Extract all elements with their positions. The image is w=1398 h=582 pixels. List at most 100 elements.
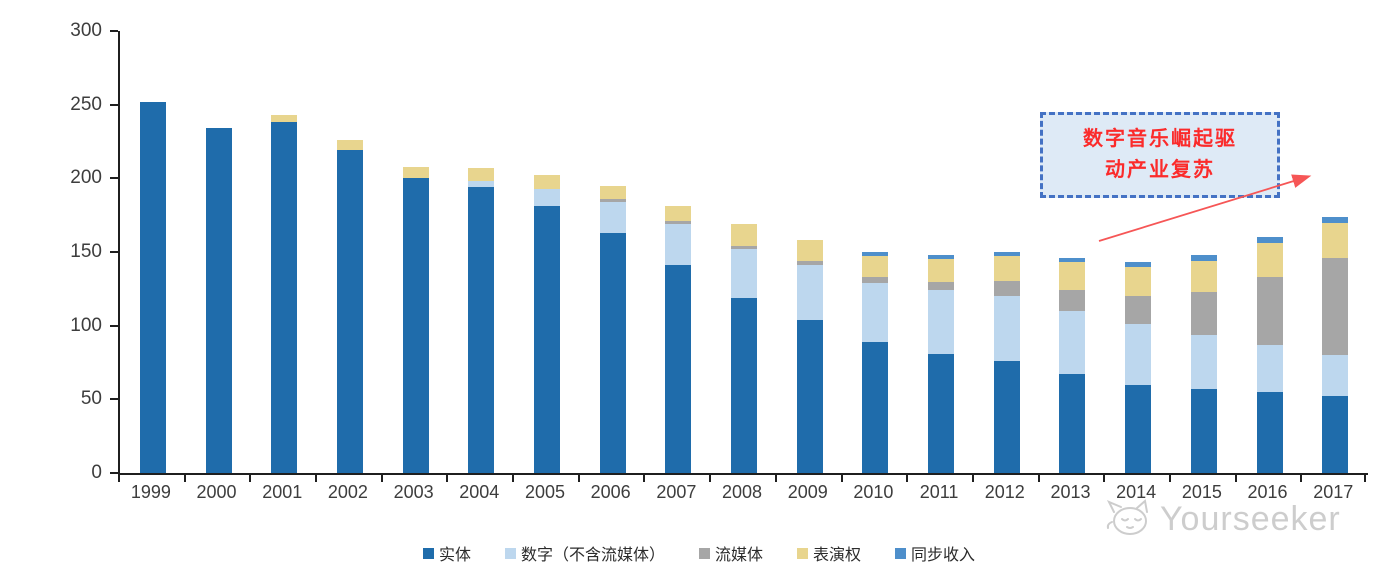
x-tick-label-2015: 2015 [1181, 482, 1222, 502]
legend-swatch-icon [895, 547, 907, 559]
y-tick-label: 100 [70, 314, 102, 336]
bar-segment [336, 150, 363, 473]
bar-segment [1190, 255, 1217, 261]
bar-slot-2010 [843, 31, 909, 473]
legend-swatch-icon [797, 547, 808, 559]
bar-slot-2008 [711, 31, 777, 473]
bar-segment [271, 122, 298, 473]
watermark: Yourseeker [1104, 498, 1341, 540]
bar-segment [731, 246, 758, 250]
bar-segment [533, 175, 560, 189]
x-tick-label-2016: 2016 [1247, 482, 1288, 502]
bar-segment [993, 361, 1020, 473]
x-tick-label-2007: 2007 [656, 482, 697, 502]
stacked-bar-2000 [205, 128, 232, 473]
bar-segment [1125, 296, 1152, 325]
bar-segment [665, 221, 692, 225]
bar-segment [205, 128, 232, 473]
x-tick-mark [906, 475, 909, 482]
legend-item: 流媒体 [698, 541, 763, 565]
bar-segment [533, 206, 560, 473]
x-tick-mark [1364, 475, 1366, 482]
bar-segment [1256, 277, 1283, 345]
bar-segment [1256, 391, 1283, 473]
bar-slot-2002 [317, 31, 383, 473]
legend-label: 实体 [438, 547, 471, 564]
annotation-callout: 数字音乐崛起驱 动产业复苏 [1040, 112, 1280, 198]
stacked-bar-2001 [271, 115, 298, 473]
x-tick-label-2003: 2003 [393, 482, 434, 502]
y-tick-label: 0 [91, 462, 102, 483]
bar-segment [1125, 384, 1152, 473]
annotation-line-2: 动产业复苏 [1105, 159, 1215, 181]
bar-segment [599, 232, 626, 473]
legend-label: 数字（不含流媒体） [520, 547, 665, 564]
bar-segment [1059, 257, 1086, 263]
x-tick-label-2001: 2001 [262, 482, 303, 502]
y-tick-label: 150 [70, 241, 102, 262]
bar-segment [993, 296, 1020, 362]
x-tick-label-2017: 2017 [1313, 482, 1354, 502]
bar-segment [1322, 216, 1349, 223]
stacked-bar-2014 [1125, 262, 1152, 473]
x-tick-label-2005: 2005 [524, 482, 565, 502]
stacked-bar-2007 [665, 206, 692, 473]
bar-segment [862, 252, 889, 257]
bar-slot-2016 [1237, 31, 1303, 473]
bar-slot-1999 [120, 31, 186, 473]
x-tick-mark [380, 475, 383, 482]
bar-segment [1125, 266, 1152, 297]
legend-label: 同步收入 [911, 547, 976, 564]
bar-segment [1190, 389, 1217, 473]
x-tick-label-2012: 2012 [984, 482, 1025, 502]
bar-segment [599, 185, 626, 199]
bar-slot-2000 [186, 31, 252, 473]
bar-slot-2015 [1171, 31, 1237, 473]
x-tick-mark [1103, 475, 1106, 482]
stacked-bar-1999 [139, 101, 166, 473]
x-tick-mark [512, 475, 515, 482]
x-tick-label-2013: 2013 [1050, 482, 1091, 502]
x-tick-mark [577, 475, 580, 482]
y-tick-label: 200 [70, 167, 102, 189]
stacked-bar-2011 [928, 255, 955, 473]
bar-slot-2006 [580, 31, 646, 473]
y-tick-mark [110, 30, 118, 32]
x-tick-mark [1300, 475, 1303, 482]
stacked-bar-2013 [1059, 257, 1086, 473]
bar-segment [599, 201, 626, 233]
x-tick-label-2006: 2006 [590, 482, 631, 502]
bar-slot-2013 [1040, 31, 1106, 473]
x-tick-mark [315, 475, 318, 482]
y-tick-mark [110, 103, 118, 106]
y-tick-label: 50 [80, 388, 102, 410]
bar-slot-2005 [514, 31, 580, 473]
x-tick-mark [446, 475, 449, 482]
x-tick-mark [709, 475, 712, 482]
x-tick-label-2002: 2002 [327, 482, 368, 502]
y-tick-mark [110, 472, 118, 474]
stacked-bar-2012 [993, 252, 1020, 473]
x-tick-mark [643, 475, 646, 482]
x-tick-label-2004: 2004 [459, 482, 500, 502]
legend: 实体 数字（不含流媒体） 流媒体 表演权 同步收入 [0, 541, 1398, 565]
bar-slot-2004 [448, 31, 514, 473]
bar-segment [1059, 374, 1086, 473]
annotation-line-1: 数字音乐崛起驱 [1083, 128, 1237, 150]
legend-label: 表演权 [813, 547, 862, 564]
legend-swatch-icon [504, 547, 516, 559]
bar-segment [1059, 290, 1086, 311]
bar-segment [402, 178, 429, 473]
stacked-bar-2006 [599, 185, 626, 473]
bar-slot-2017 [1302, 31, 1368, 473]
stacked-bar-2015 [1190, 255, 1217, 473]
bar-slot-2014 [1105, 31, 1171, 473]
bar-segment [599, 198, 626, 202]
x-tick-label-2008: 2008 [722, 482, 763, 502]
stacked-bar-2017 [1322, 216, 1349, 473]
x-tick-mark [971, 475, 974, 482]
stacked-bar-2009 [796, 240, 823, 473]
bar-segment [1256, 344, 1283, 392]
x-tick-label-2000: 2000 [196, 482, 237, 502]
stacked-bar-2005 [533, 175, 560, 473]
